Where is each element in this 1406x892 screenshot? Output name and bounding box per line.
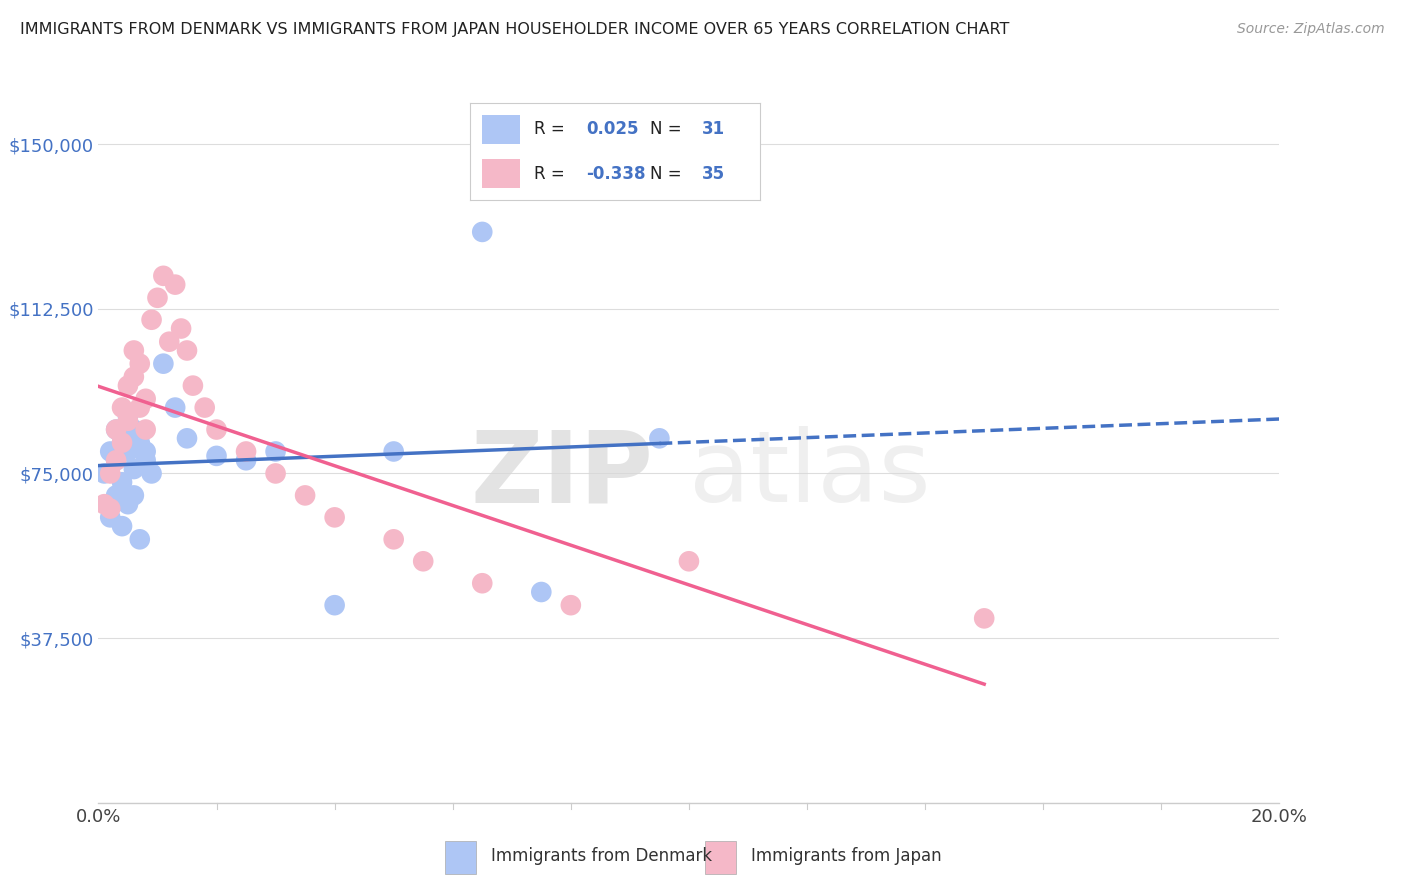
Point — [111, 435, 134, 450]
Point — [111, 401, 134, 415]
Text: Source: ZipAtlas.com: Source: ZipAtlas.com — [1237, 22, 1385, 37]
Point — [122, 423, 145, 437]
Point — [135, 392, 157, 406]
Point — [973, 611, 995, 625]
Point — [128, 401, 150, 415]
Point — [294, 488, 316, 502]
Point — [152, 357, 174, 371]
Point — [176, 431, 198, 445]
Point — [235, 444, 257, 458]
Point — [235, 453, 257, 467]
Point — [560, 598, 582, 612]
Point — [157, 334, 180, 349]
Point — [165, 277, 187, 292]
Point — [128, 533, 150, 547]
Point — [264, 444, 287, 458]
Point — [205, 449, 228, 463]
Point — [678, 554, 700, 568]
Point — [122, 462, 145, 476]
Point — [93, 497, 115, 511]
Point — [165, 401, 187, 415]
Point — [98, 467, 121, 481]
Point — [471, 576, 494, 591]
Text: ZIP: ZIP — [471, 426, 654, 523]
Point — [382, 444, 405, 458]
Point — [117, 409, 139, 424]
Point — [194, 401, 217, 415]
Point — [412, 554, 434, 568]
Point — [98, 444, 121, 458]
Point — [98, 501, 121, 516]
Point — [141, 467, 163, 481]
Point — [111, 435, 134, 450]
Point — [105, 423, 128, 437]
Point — [122, 369, 145, 384]
Point — [135, 453, 157, 467]
Point — [648, 431, 671, 445]
Point — [128, 435, 150, 450]
Point — [105, 453, 128, 467]
Point — [105, 453, 128, 467]
Text: atlas: atlas — [689, 426, 931, 523]
Point — [111, 475, 134, 490]
Point — [471, 225, 494, 239]
Point — [122, 488, 145, 502]
Point — [176, 343, 198, 358]
Point — [323, 510, 346, 524]
Point — [146, 291, 169, 305]
Point — [117, 378, 139, 392]
Point — [382, 533, 405, 547]
Point — [152, 268, 174, 283]
Point — [530, 585, 553, 599]
Point — [170, 321, 193, 335]
Point — [105, 488, 128, 502]
Point — [135, 444, 157, 458]
Point — [117, 444, 139, 458]
Point — [141, 312, 163, 326]
Point — [205, 423, 228, 437]
Point — [122, 343, 145, 358]
Text: IMMIGRANTS FROM DENMARK VS IMMIGRANTS FROM JAPAN HOUSEHOLDER INCOME OVER 65 YEAR: IMMIGRANTS FROM DENMARK VS IMMIGRANTS FR… — [20, 22, 1010, 37]
Point — [264, 467, 287, 481]
Point — [323, 598, 346, 612]
Point — [181, 378, 204, 392]
Point — [105, 423, 128, 437]
Point — [135, 423, 157, 437]
Point — [93, 467, 115, 481]
Point — [117, 414, 139, 428]
Point — [111, 519, 134, 533]
Point — [98, 510, 121, 524]
Point — [128, 357, 150, 371]
Point — [117, 497, 139, 511]
